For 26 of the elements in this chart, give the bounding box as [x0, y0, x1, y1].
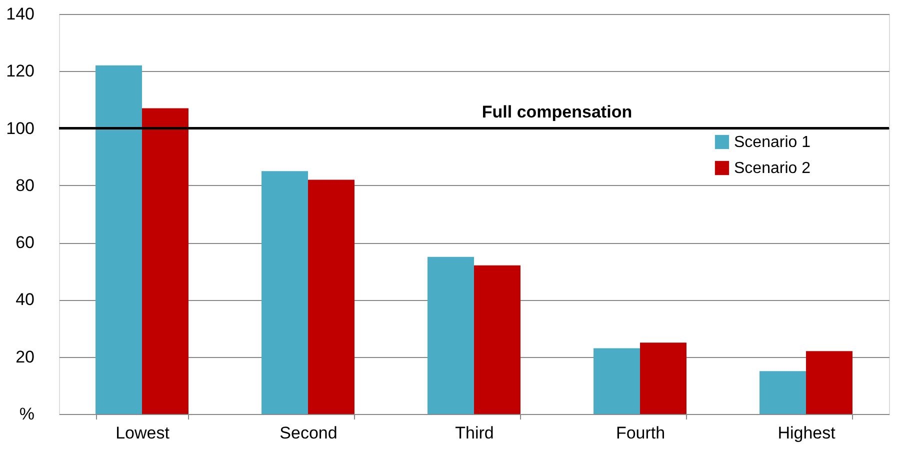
legend-label: Scenario 2	[734, 160, 811, 177]
y-tick-label: 40	[16, 290, 34, 310]
x-tick-label: Second	[280, 424, 338, 442]
bar	[308, 180, 354, 414]
y-tick-label: 20	[16, 347, 34, 366]
legend-label: Scenario 1	[734, 134, 811, 151]
y-tick-label: 100	[6, 118, 34, 138]
bar	[760, 371, 806, 414]
bar	[474, 265, 520, 414]
x-tick-label: Third	[455, 424, 494, 442]
bar	[640, 342, 686, 414]
bar	[142, 108, 188, 414]
y-tick-label: %	[19, 404, 34, 424]
bar	[96, 65, 142, 414]
y-tick-label: 140	[6, 4, 34, 24]
x-tick-label: Highest	[778, 424, 836, 442]
bar	[428, 256, 474, 414]
x-tick-label: Fourth	[616, 424, 666, 442]
bar	[806, 351, 852, 414]
x-tick-label: Lowest	[116, 424, 170, 442]
y-tick-label: 80	[16, 176, 34, 195]
bar	[594, 348, 640, 414]
bar	[262, 171, 308, 414]
ref-line-label: Full compensation	[482, 102, 632, 122]
y-tick-label: 120	[6, 62, 34, 81]
y-tick-label: 60	[16, 233, 34, 252]
